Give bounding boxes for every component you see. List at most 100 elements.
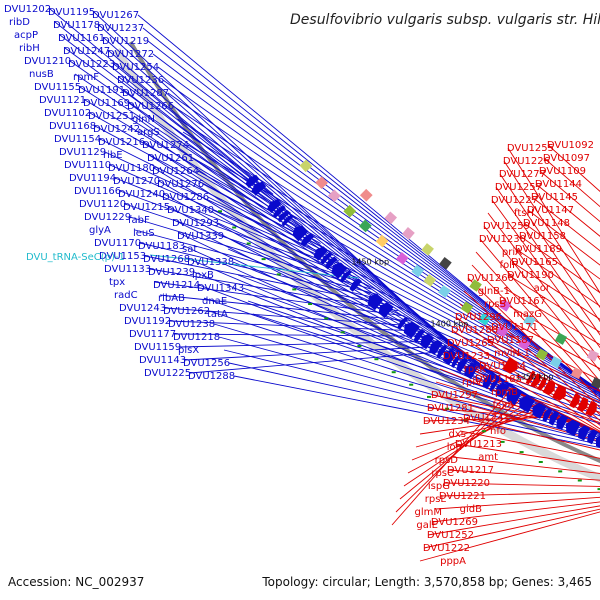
gene-label: DVU1264 bbox=[152, 166, 199, 177]
green-marker bbox=[218, 210, 222, 213]
gene-label: DVU1187 bbox=[487, 335, 534, 346]
label-connector bbox=[227, 248, 600, 407]
reverse-gene-arrow bbox=[502, 357, 518, 374]
label-connector bbox=[451, 456, 600, 474]
forward-gene-arrow bbox=[378, 302, 394, 319]
label-connector bbox=[475, 251, 600, 392]
green-marker bbox=[261, 258, 266, 261]
gene-label: mviN-1 bbox=[494, 348, 530, 359]
outer-shadow-ring bbox=[113, 47, 600, 483]
gene-label: DVU1210 bbox=[24, 56, 71, 67]
forward-gene-arrow bbox=[245, 174, 260, 189]
forward-gene-arrow bbox=[495, 382, 510, 399]
label-connector bbox=[134, 229, 379, 296]
gene-label: rpsS bbox=[484, 299, 506, 310]
gene-label: DVU1242 bbox=[93, 124, 140, 135]
gene-label: DVU1185 bbox=[475, 374, 522, 385]
gene-label: DVU1192 bbox=[124, 316, 171, 327]
gene-label: DVU1220 bbox=[443, 478, 490, 489]
gene-label: DVU1178 bbox=[53, 20, 100, 31]
label-connector bbox=[212, 209, 600, 400]
reverse-gene-arrow bbox=[530, 373, 542, 388]
forward-gene-arrow bbox=[565, 419, 581, 437]
gene-label: DVU1230 bbox=[479, 234, 526, 245]
label-connector bbox=[499, 173, 600, 323]
gene-label: rpmB bbox=[491, 387, 518, 398]
cog-feature-box bbox=[469, 279, 482, 292]
label-connector bbox=[197, 170, 600, 394]
gene-label: DVU1129 bbox=[59, 147, 106, 158]
gene-label: DVU1239 bbox=[148, 267, 195, 278]
label-connector bbox=[247, 300, 600, 421]
gene-label: ispG bbox=[428, 481, 450, 492]
label-connector bbox=[507, 274, 600, 333]
gene-label: DVU1274 bbox=[142, 140, 189, 151]
label-connector bbox=[74, 73, 303, 226]
label-connector bbox=[147, 40, 600, 395]
forward-gene-arrow bbox=[595, 434, 600, 448]
gene-label: nfo bbox=[490, 426, 506, 437]
gene-label: DVU1276 bbox=[157, 179, 204, 190]
label-connector bbox=[427, 505, 600, 536]
gene-label: DVU1340 bbox=[167, 205, 214, 216]
forward-gene-arrow bbox=[320, 252, 333, 265]
gene-label: glnN bbox=[132, 114, 155, 125]
reverse-gene-arrow bbox=[585, 400, 597, 417]
label-connector bbox=[124, 203, 365, 285]
cog-feature-box bbox=[421, 243, 434, 256]
gene-label: ribD bbox=[9, 17, 30, 28]
forward-gene-arrow bbox=[339, 270, 352, 283]
label-connector bbox=[491, 326, 600, 381]
gene-label: DVU1195 bbox=[48, 7, 95, 18]
label-connector bbox=[179, 340, 440, 348]
cog-feature-box bbox=[395, 252, 409, 265]
label-connector bbox=[423, 508, 600, 549]
gene-label: DVU1161 bbox=[58, 33, 105, 44]
gene-label: DVU1286 bbox=[162, 192, 209, 203]
cog-feature-box bbox=[549, 356, 562, 369]
label-connector bbox=[495, 186, 600, 336]
gene-label: DVU1217 bbox=[447, 465, 494, 476]
green-marker bbox=[246, 242, 251, 245]
gene-label: DVU1144 bbox=[535, 179, 582, 190]
gene-label: folP bbox=[500, 260, 518, 271]
gene-label: DVU1343 bbox=[197, 283, 244, 294]
gene-label: DVU1169 bbox=[83, 98, 130, 109]
label-connector bbox=[128, 102, 512, 388]
label-connector bbox=[511, 261, 600, 320]
cog-feature-box bbox=[402, 227, 415, 240]
label-connector bbox=[519, 235, 600, 294]
gene-label: dnaE bbox=[202, 296, 227, 307]
cog-feature-box bbox=[570, 367, 583, 380]
gene-label: DVU1287 bbox=[122, 88, 169, 99]
label-connector bbox=[152, 53, 600, 394]
map-title: Desulfovibrio vulgaris subsp. vulgaris s… bbox=[290, 12, 600, 28]
green-marker bbox=[445, 407, 450, 410]
label-connector bbox=[463, 417, 600, 451]
gene-label: DVU1261 bbox=[147, 153, 194, 164]
forward-gene-arrow bbox=[273, 205, 286, 218]
green-marker bbox=[577, 479, 582, 482]
label-connector bbox=[411, 405, 547, 461]
reverse-gene-arrow bbox=[576, 396, 589, 413]
reverse-gene-arrow bbox=[525, 370, 536, 385]
label-connector bbox=[527, 209, 600, 266]
gene-label: DVU1159 bbox=[134, 342, 181, 353]
forward-gene-arrow bbox=[489, 378, 500, 392]
forward-gene-arrow bbox=[413, 328, 426, 343]
gene-label: rpsK bbox=[464, 364, 487, 375]
forward-gene-arrow bbox=[556, 414, 569, 430]
forward-gene-arrow bbox=[587, 429, 598, 445]
label-connector bbox=[163, 193, 564, 416]
gene-label: DVU1281 bbox=[427, 403, 474, 414]
forward-gene-arrow bbox=[251, 181, 267, 196]
label-connector bbox=[139, 242, 385, 301]
gene-label: DVU1216 bbox=[98, 137, 145, 148]
gene-label: DVU1225 bbox=[144, 368, 191, 379]
forward-gene-arrow bbox=[456, 358, 468, 373]
green-marker bbox=[481, 430, 486, 433]
gene-label: DVU1145 bbox=[531, 192, 578, 203]
gene-label: fabF bbox=[128, 215, 150, 226]
gene-label: DVU1153 bbox=[99, 251, 146, 262]
